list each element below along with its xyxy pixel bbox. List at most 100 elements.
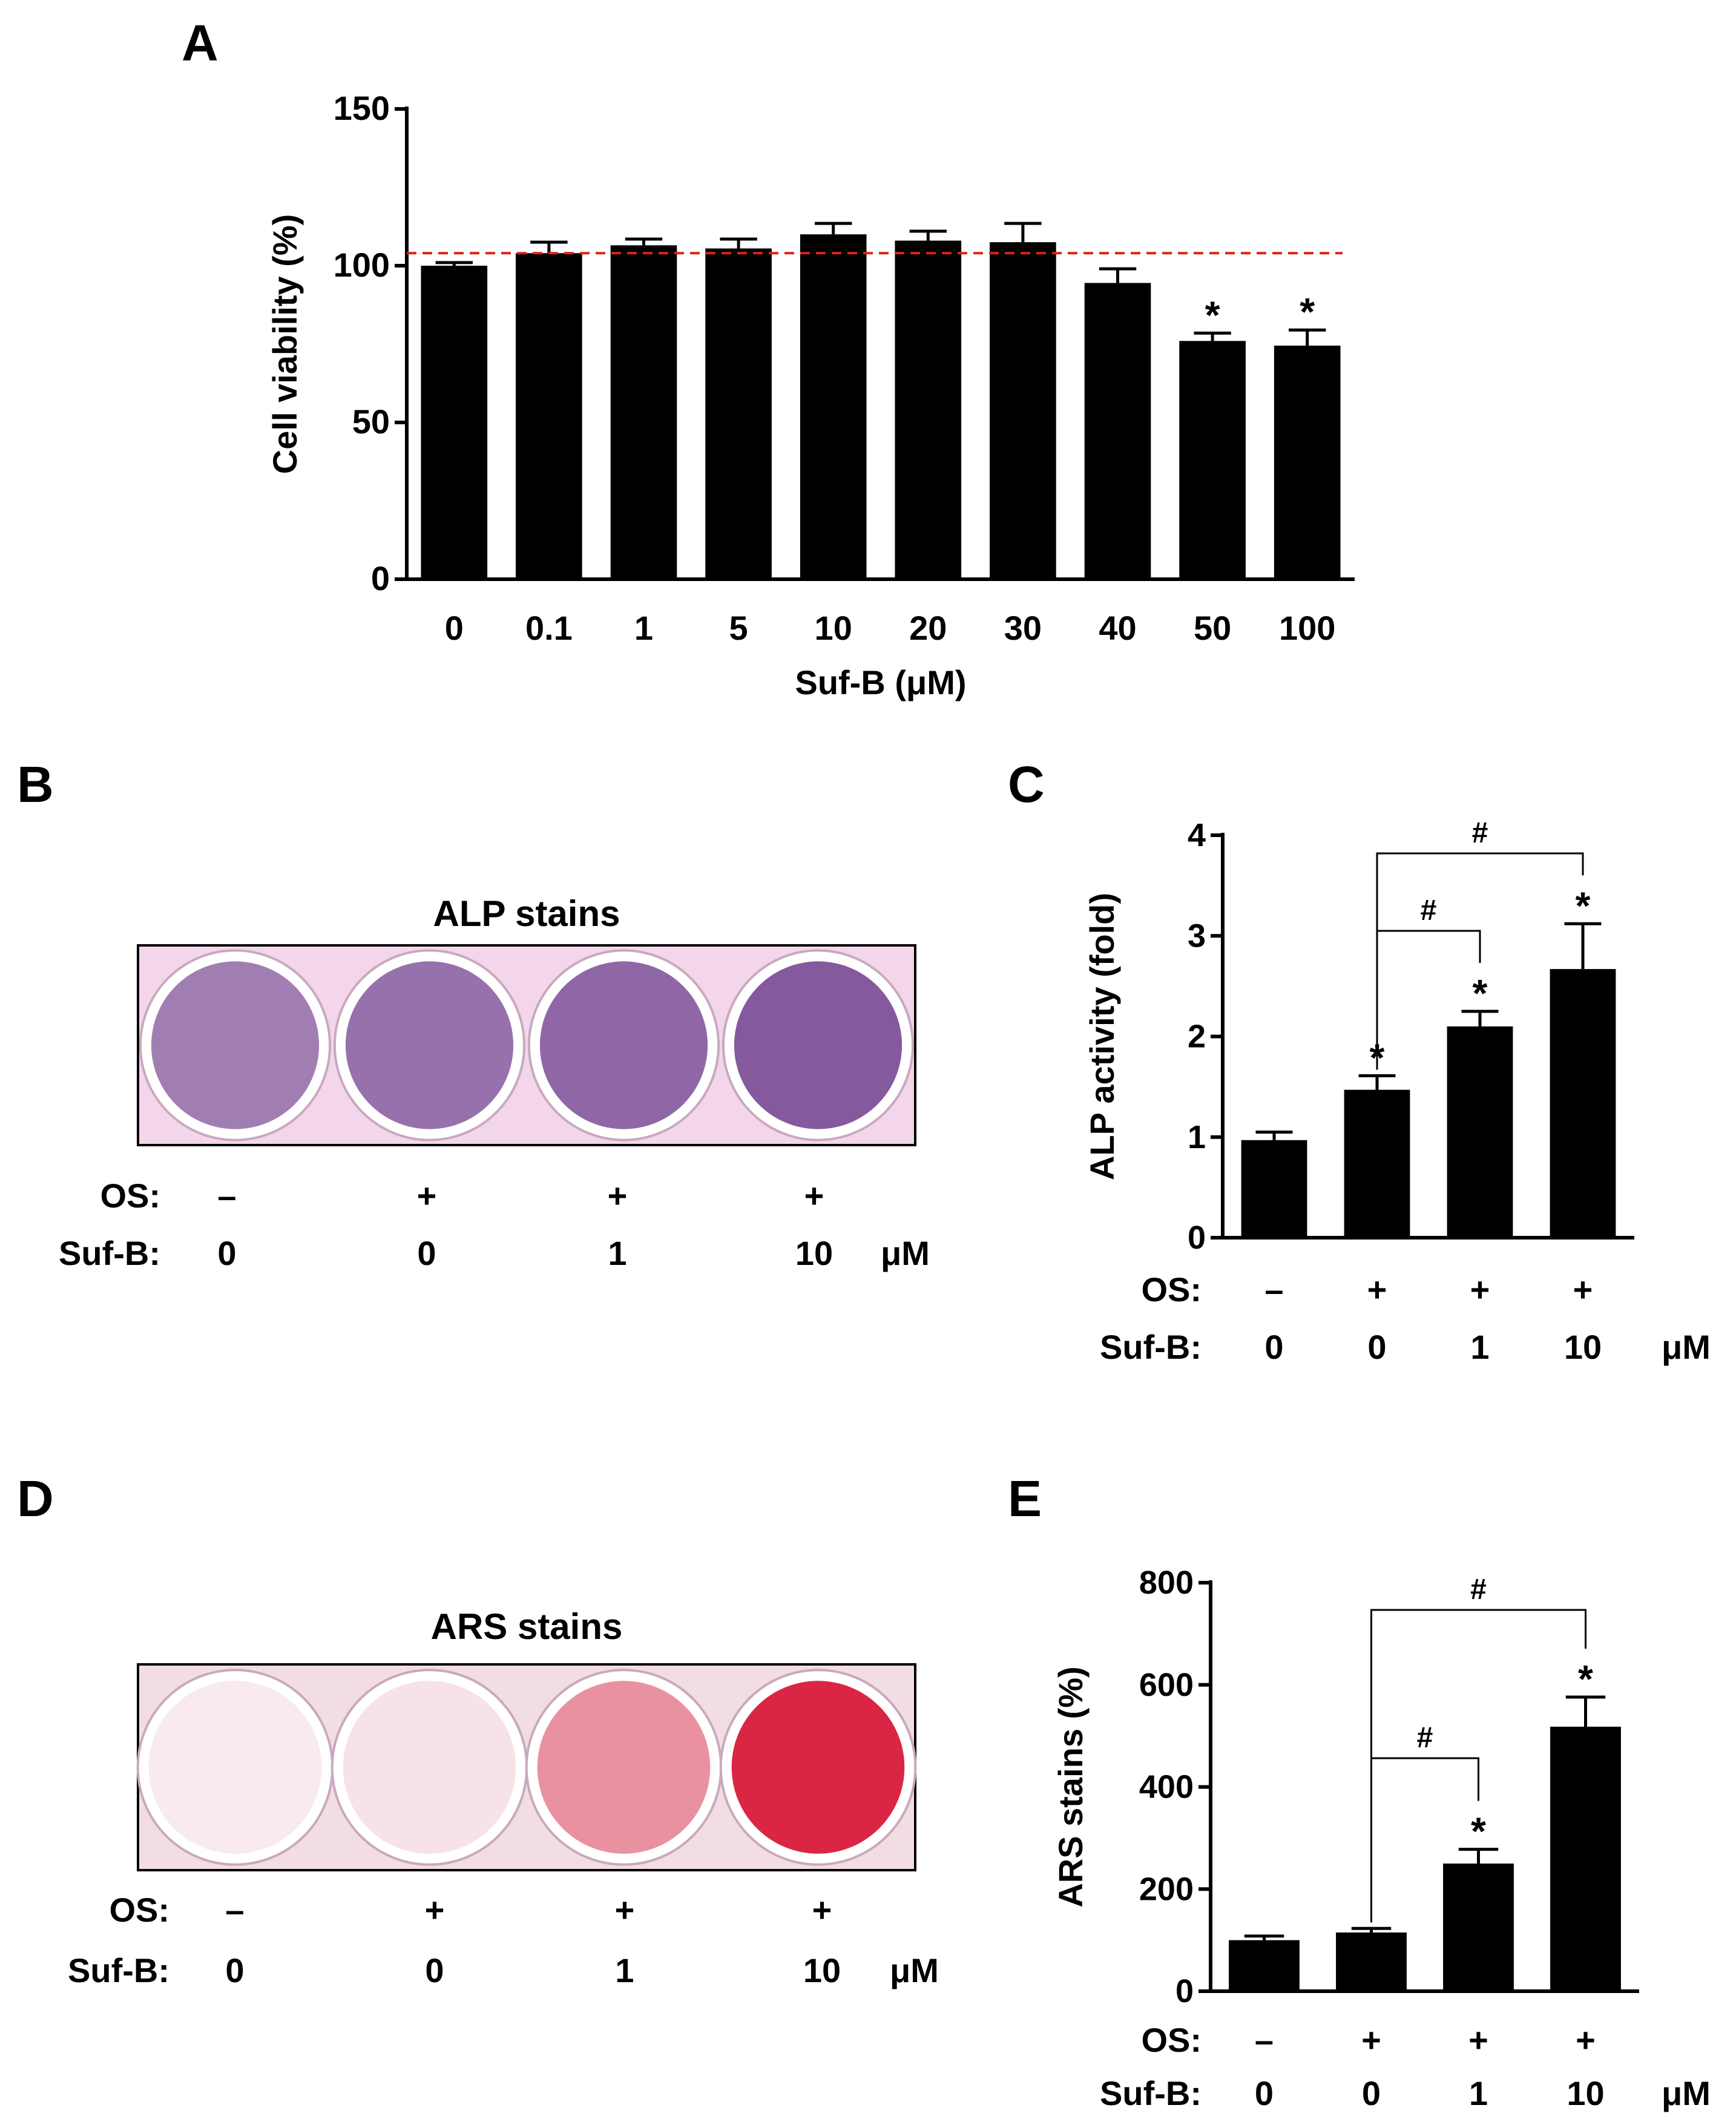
os-value: – [225,1891,244,1929]
unit-label: μM [881,1234,930,1272]
y-tick-label: 100 [334,246,390,284]
sufb-value: 1 [615,1951,634,1989]
y-tick-label: 200 [1139,1871,1194,1907]
os-value: + [1367,1270,1387,1309]
os-value: – [1264,1270,1283,1309]
y-tick-label: 0 [371,559,390,597]
panel-d-letter: D [17,1470,54,1527]
significance-star: * [1300,290,1315,333]
sufb-value: 0 [1362,2074,1381,2112]
y-axis-title: ARS stains (%) [1051,1666,1090,1907]
os-value: + [1576,2021,1596,2059]
unit-label: μM [1662,1328,1711,1366]
panel-d: D ARS stains OS: Suf-B: – 0 +0 +1 +10 μM [17,1470,939,1989]
chart-e-plot: 0 200 400 600 800 ARS stains (%) * * # # [1051,1565,1639,2009]
unit-label: μM [1662,2074,1711,2112]
comparison-bracket [1370,1609,1586,1923]
os-value: + [417,1177,437,1215]
os-value: + [1470,1270,1490,1309]
bar [1443,1864,1514,1991]
sufb-value: 0 [417,1234,436,1272]
bar [516,253,582,579]
y-tick-label: 150 [334,89,390,127]
panel-d-treatment-table: OS: Suf-B: – 0 +0 +1 +10 μM [68,1891,939,1989]
sufb-row-label: Suf-B: [68,1951,169,1989]
plate-well-stain-alp [345,961,514,1129]
panel-e-treatment-table: OS: Suf-B: – 0 +0 +1 +10 μM [1100,2021,1711,2112]
bar [1084,283,1151,579]
x-tick-label: 0 [445,609,464,647]
alp-stains-title: ALP stains [433,893,620,934]
sufb-row-label: Suf-B: [59,1234,160,1272]
os-value: + [608,1177,628,1215]
bar [990,242,1056,579]
plate-well-stain-alp [734,961,903,1129]
sufb-value: 10 [1564,1328,1602,1366]
panel-a: A 0 50 100 150 Cell viability (%) * * 0 0.1 1 5 10 2… [182,15,1355,701]
x-tick-label: 30 [1004,609,1042,647]
significance-star: * [1473,971,1488,1015]
significance-hash: # [1417,1722,1433,1754]
bar [1229,1940,1300,1991]
panel-b-letter: B [17,756,54,813]
plate-well-stain-alp [151,961,320,1129]
significance-star: * [1578,1657,1593,1701]
x-tick-label: 20 [909,609,947,647]
bar [610,245,677,580]
os-value: + [812,1891,832,1929]
bar [1550,1726,1621,1991]
sufb-value: 0 [425,1951,444,1989]
y-tick-label: 800 [1139,1565,1194,1601]
y-tick-label: 50 [352,402,390,441]
bar [895,240,962,579]
ars-plate-image [136,1663,917,1871]
sufb-value: 0 [225,1951,244,1989]
panel-c-letter: C [1008,756,1045,813]
comparison-bracket [1376,852,1584,1070]
plate-well-stain-ars [148,1681,322,1854]
y-tick-label: 3 [1188,918,1206,954]
x-tick-label: 40 [1099,609,1136,647]
alp-plate-image [137,944,916,1146]
panel-e: E 0 200 400 600 800 ARS stains (%) * * # # OS: Suf… [1008,1470,1711,2112]
os-row-label: OS: [1141,1270,1202,1309]
x-tick-label: 1 [634,609,653,647]
chart-a-plot: 0 50 100 150 Cell viability (%) * * 0 0.1 1 5 10 20 3… [266,89,1355,701]
sufb-row-label: Suf-B: [1100,1328,1202,1366]
os-value: + [1468,2021,1488,2059]
x-axis-title: Suf-B (μM) [795,663,966,701]
x-tick-label: 0.1 [525,609,573,647]
significance-hash: # [1421,895,1437,927]
plate-well-stain-alp [539,961,708,1129]
os-row-label: OS: [109,1891,169,1929]
os-row-label: OS: [1141,2021,1202,2059]
sufb-value: 1 [1470,1328,1489,1366]
bar [1550,969,1616,1238]
x-tick-label: 100 [1279,609,1335,647]
sufb-value: 1 [608,1234,626,1272]
bar [1336,1932,1407,1991]
sufb-value: 10 [803,1951,841,1989]
significance-star: * [1471,1809,1486,1853]
y-tick-label: 2 [1188,1019,1206,1055]
y-tick-label: 600 [1139,1667,1194,1703]
plate-well [343,1681,516,1854]
os-value: + [1361,2021,1381,2059]
significance-star: * [1205,293,1220,337]
panel-c-treatment-table: OS: Suf-B: – 0 +0 +1 +10 μM [1100,1270,1711,1366]
os-row-label: OS: [100,1177,160,1215]
sufb-value: 0 [1264,1328,1283,1366]
bar [1344,1089,1410,1238]
y-tick-label: 400 [1139,1769,1194,1805]
sufb-value: 10 [1567,2074,1604,2112]
plate-well-stain-ars [537,1681,711,1854]
sufb-value: 0 [217,1234,236,1272]
plate-well-stain-ars [731,1681,905,1854]
bar [421,266,488,579]
bar [1241,1140,1307,1238]
panel-b-treatment-table: OS: Suf-B: – 0 +0 +1 +10 μM [59,1177,930,1272]
os-value: + [1573,1270,1593,1309]
os-value: – [217,1177,236,1215]
significance-hash: # [1470,1574,1487,1606]
